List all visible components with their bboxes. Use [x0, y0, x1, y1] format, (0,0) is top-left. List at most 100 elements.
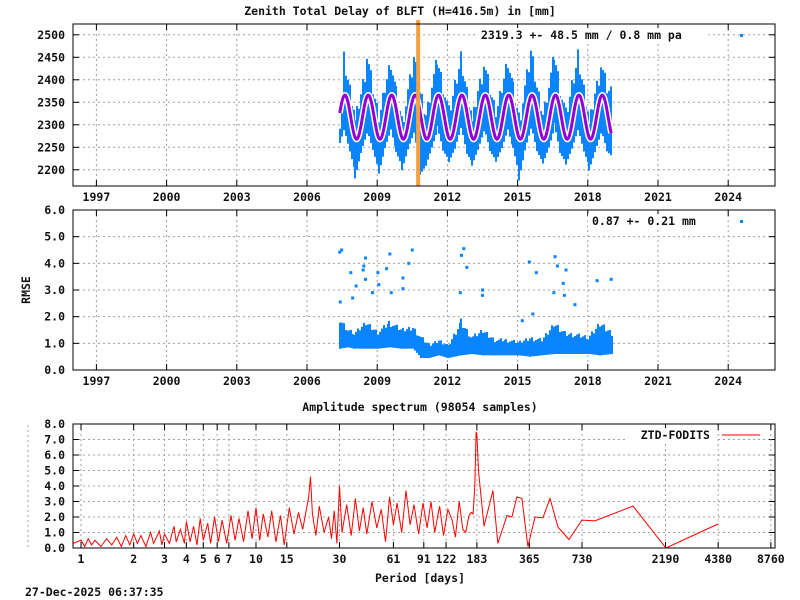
x-tick-label: 2024 [714, 190, 742, 204]
data-point-column [444, 344, 446, 358]
data-point-column [420, 337, 422, 358]
ztd-panel: 2200 2250 2300 2350 2400 2450 2500 1997 2000 2003… [37, 20, 776, 204]
data-point-column [476, 336, 478, 355]
x-tick-label: 365 [519, 552, 540, 566]
data-point-column [577, 49, 579, 129]
data-point-column [557, 324, 559, 354]
outlier-point [552, 291, 556, 295]
data-point-column [474, 333, 476, 355]
data-point-column [582, 336, 584, 354]
data-point-column [460, 51, 462, 126]
data-point-column [553, 59, 555, 124]
data-point-column [529, 338, 531, 357]
data-point-column [599, 326, 601, 356]
data-point-column [403, 121, 405, 164]
x-tick-label: 2015 [504, 374, 532, 388]
data-point-column [609, 330, 611, 355]
data-point-column [343, 323, 345, 349]
data-point-column [462, 327, 464, 356]
data-point-column [525, 338, 527, 357]
data-point-column [410, 330, 412, 349]
spectrum-title: Amplitude spectrum (98054 samples) [302, 400, 537, 414]
outlier-point [520, 319, 524, 323]
outlier-point [351, 296, 355, 300]
x-tick-label: 6 [214, 552, 221, 566]
data-point-column [518, 120, 520, 181]
data-point-column [434, 341, 436, 357]
legend-background [588, 214, 712, 228]
data-point-column [545, 333, 547, 355]
x-tick-label: 5 [200, 552, 207, 566]
data-point-column [426, 342, 428, 358]
outlier-point [340, 248, 344, 252]
y-tick-label: 7.0 [44, 433, 65, 447]
x-tick-label: 2018 [574, 190, 602, 204]
outlier-point [534, 271, 538, 275]
outlier-point [385, 267, 389, 271]
data-point-column [498, 339, 500, 356]
x-tick-label: 1997 [83, 374, 111, 388]
data-point-column [480, 330, 482, 356]
rmse-axis-label: RMSE [19, 276, 33, 304]
data-point-column [611, 335, 613, 355]
data-point-column [408, 326, 410, 349]
data-point-column [559, 331, 561, 354]
x-tick-label: 15 [280, 552, 294, 566]
data-point-column [357, 328, 359, 349]
data-point-column [564, 331, 566, 354]
data-point-column [432, 343, 434, 358]
data-point-column [547, 334, 549, 355]
data-point-column [455, 334, 457, 357]
data-point-column [478, 333, 480, 355]
y-tick-label: 6.0 [44, 448, 65, 462]
x-tick-label: 2015 [504, 190, 532, 204]
data-point-column [589, 335, 591, 355]
outlier-point [573, 303, 577, 307]
data-point-column [449, 344, 451, 358]
data-point-column [486, 331, 488, 356]
data-point-column [531, 337, 533, 357]
outlier-point [401, 276, 405, 280]
x-tick-label: 2009 [363, 190, 391, 204]
x-tick-label: 2021 [644, 374, 672, 388]
x-tick-label: 122 [436, 552, 457, 566]
legend-label: 2319.3 +- 48.5 mm / 0.8 mm pa [481, 28, 682, 42]
x-tick-label: 183 [466, 552, 487, 566]
y-tick-label: 2200 [37, 163, 65, 177]
data-point-column [578, 333, 580, 354]
data-point-column [570, 333, 572, 354]
x-tick-label: 730 [572, 552, 593, 566]
data-point-column [398, 329, 400, 349]
y-tick-label: 4.0 [44, 479, 65, 493]
data-point-column [373, 329, 375, 349]
data-point-column [390, 326, 392, 348]
x-tick-label: 8760 [757, 552, 785, 566]
data-point-column [359, 330, 361, 349]
outlier-point [364, 256, 367, 260]
data-point-column [549, 330, 551, 355]
outlier-point [562, 293, 566, 297]
outlier-point [531, 312, 535, 316]
data-point-column [378, 126, 380, 174]
outlier-point [527, 260, 531, 264]
x-tick-label: 7 [225, 552, 232, 566]
data-point-column [379, 331, 381, 349]
y-tick-label: 2.0 [44, 510, 65, 524]
data-point-column [555, 325, 557, 354]
data-point-column [460, 318, 462, 356]
plot-area [338, 247, 613, 359]
y-tick-label: 2.0 [44, 310, 65, 324]
y-tick-label: 1.0 [44, 526, 65, 540]
outlier-point [371, 291, 375, 295]
data-point-column [502, 341, 504, 356]
data-point-column [541, 341, 543, 356]
data-point-column [553, 326, 555, 354]
data-point-column [584, 335, 586, 354]
x-tick-label: 2012 [434, 374, 462, 388]
outlier-point [595, 279, 599, 283]
outlier-point [338, 250, 342, 254]
data-point-column [447, 344, 449, 359]
data-point-column [591, 331, 593, 355]
data-point-column [416, 335, 418, 353]
outlier-point [459, 253, 463, 257]
